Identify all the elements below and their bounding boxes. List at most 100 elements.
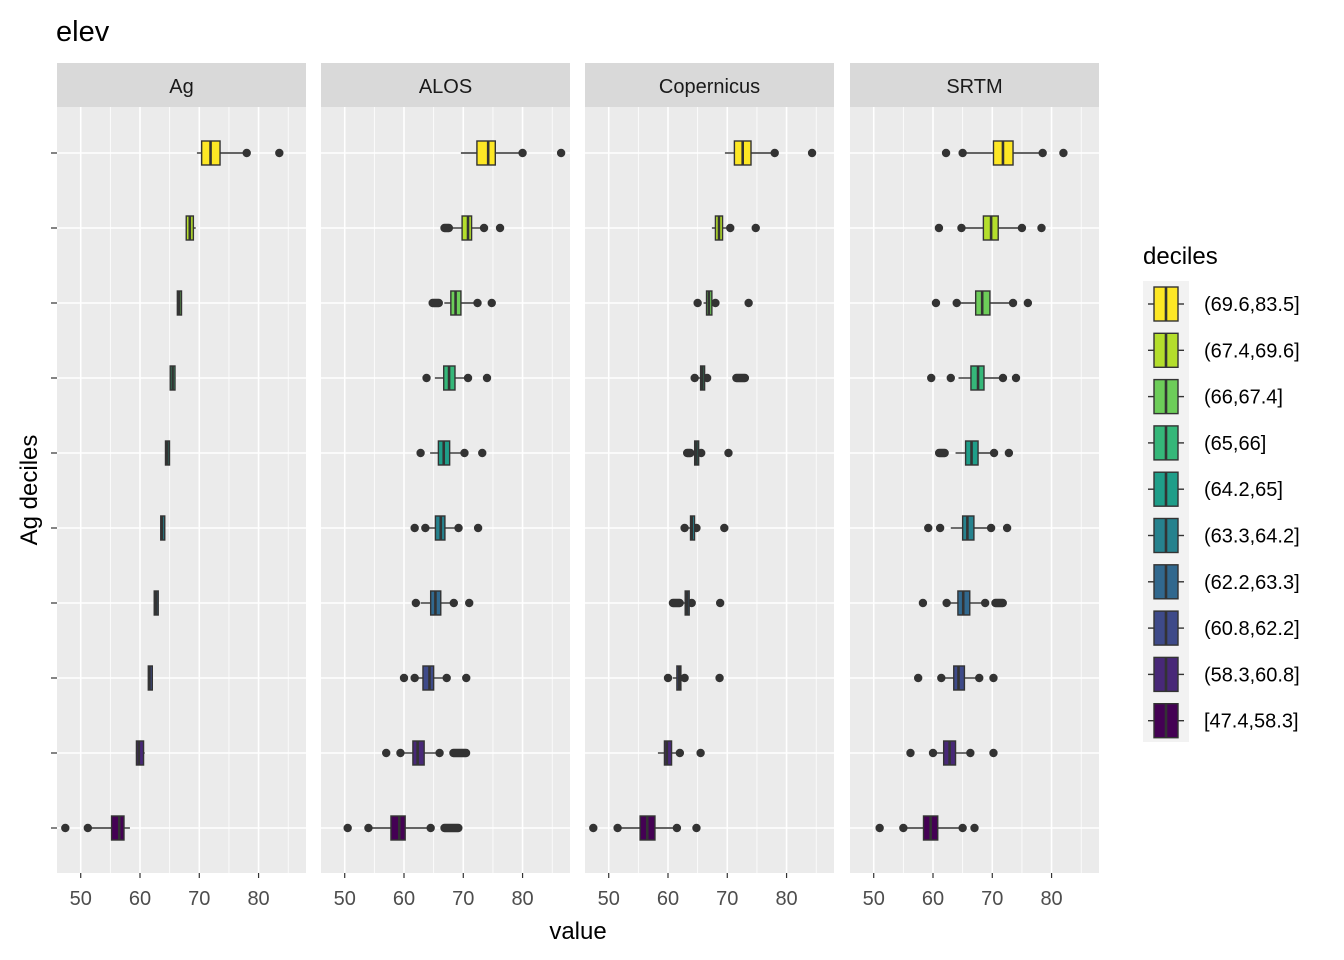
outliers-high [966,748,975,758]
outliers-low [899,823,908,833]
facet-strip-label: Ag [169,76,193,98]
outliers-low [957,223,966,233]
outliers-low [927,373,936,383]
outliers-low [946,373,955,383]
box-alos-decile-3 [399,665,471,691]
outliers-high [991,598,1007,608]
outliers-low [421,523,430,533]
legend-entry: (60.8,62.2] [1148,610,1300,646]
outliers-high [989,448,999,458]
facet-strip [585,63,834,107]
outliers-high [696,748,705,758]
legend-label: (65,66] [1204,433,1266,455]
outliers-high [473,523,483,533]
outliers-high [715,673,724,683]
box-srtm-decile-6 [934,440,1014,466]
outliers-high [1059,148,1068,158]
outliers-low [422,373,431,383]
facet-strip [850,63,1099,107]
legend-entry: (69.6,83.5] [1148,286,1300,322]
outliers-low [690,373,699,383]
outliers-high [463,373,473,383]
outliers-low [364,823,373,833]
outliers-high [1004,448,1014,458]
outliers-low [918,598,928,608]
legend-label: (67.4,69.6] [1204,340,1300,362]
y-axis-title: Ag deciles [16,435,43,546]
legend-entry: (63.3,64.2] [1148,517,1300,554]
outliers-low [343,823,352,833]
outliers-low [935,523,945,533]
box-alos-decile-8 [428,290,496,316]
box-copernicus-decile-1 [589,815,701,841]
box-ag-decile-5 [160,515,166,541]
facet-panel-srtm: SRTM 50 60 70 80 [850,63,1099,910]
outliers-high [770,148,779,158]
facet-panel-alos: ALOS 50 60 70 80 [321,63,570,910]
box-srtm-decile-4 [918,590,1007,616]
box-srtm-decile-7 [927,365,1021,391]
outliers-low [61,823,70,833]
outliers-high [242,148,251,158]
outliers-high [675,748,685,758]
box-srtm-decile-1 [875,815,979,841]
box-alos-decile-1 [343,815,463,841]
box-copernicus-decile-6 [682,440,733,466]
outliers-high [454,523,463,533]
outliers-high [487,298,496,308]
legend-entry: (62.2,63.3] [1148,564,1300,600]
outliers-low [411,598,421,608]
box-copernicus-decile-5 [680,515,729,541]
legend-label: (60.8,62.2] [1204,618,1300,640]
box-copernicus-decile-4 [668,590,725,616]
outliers-low [382,748,391,758]
x-tick-label: 80 [1040,888,1062,910]
outliers-low [875,823,884,833]
outliers-high [518,148,527,158]
outliers-low [942,598,951,608]
box-ag-decile-2 [135,740,145,766]
x-tick-label: 70 [452,888,474,910]
outliers-high [744,298,753,308]
x-tick-label: 80 [511,888,533,910]
x-axis-title: value [549,918,606,945]
x-tick-label: 50 [863,888,885,910]
box-alos-decile-2 [382,740,471,766]
outliers-low [416,448,425,458]
box-iqr [110,815,125,841]
outliers-low [934,223,944,233]
box-ag-decile-1 [61,815,130,841]
box-alos-decile-4 [411,590,474,616]
box-copernicus-decile-2 [657,740,705,766]
outliers-high [479,223,489,233]
outliers-high [732,373,750,383]
legend-entry: (66,67.4] [1148,378,1283,415]
facet-strip-label: SRTM [946,76,1002,98]
outliers-high [692,823,701,833]
box-ag-decile-9 [185,215,196,241]
outliers-high [998,373,1008,383]
x-tick-label: 70 [981,888,1003,910]
outliers-high [989,673,998,683]
plot-title: elev [56,16,110,48]
x-tick-label: 50 [334,888,356,910]
legend-entry: [47.4,58.3] [1148,703,1299,739]
facet-panel-copernicus: Copernicus 50 60 70 80 [585,63,834,910]
outliers-low [693,298,702,308]
outliers-low [934,448,949,458]
facet-strip-label: Copernicus [659,76,760,98]
outliers-low [941,148,951,158]
panel-background [585,107,834,873]
outliers-low [428,298,443,308]
outliers-high [1023,298,1033,308]
outliers-high [715,598,725,608]
outliers-low [440,223,454,233]
outliers-high [482,373,492,383]
box-copernicus-decile-3 [663,665,724,691]
outliers-high [275,148,284,158]
box-alos-decile-9 [440,215,505,241]
x-tick-label: 80 [775,888,797,910]
outliers-high [986,523,996,533]
